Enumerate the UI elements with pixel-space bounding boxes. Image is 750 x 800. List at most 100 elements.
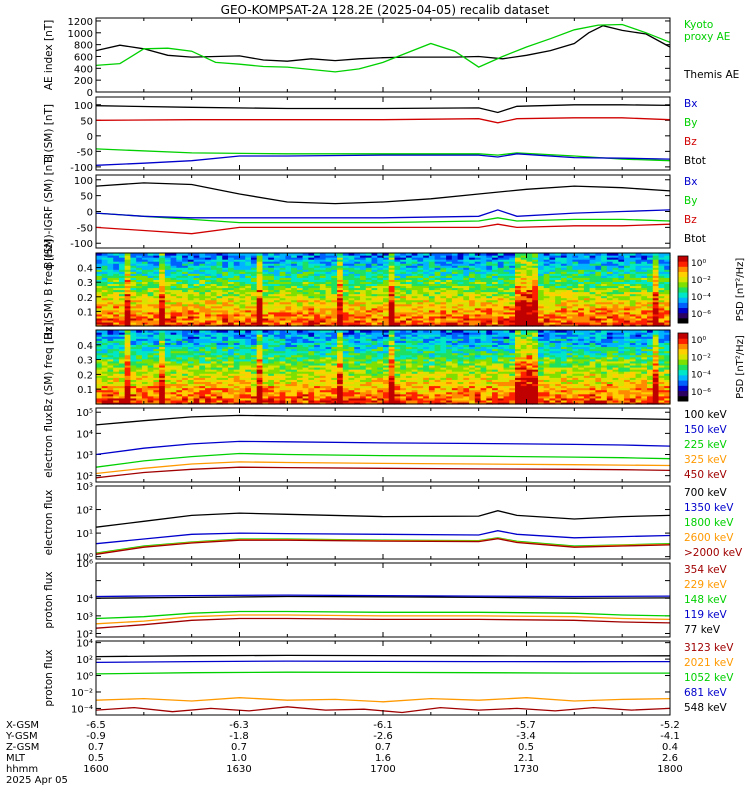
spectrogram-cell: [446, 287, 453, 291]
spectrogram-cell: [612, 289, 619, 293]
spectrogram-cell: [388, 275, 396, 278]
spectrogram-cell: [486, 255, 493, 258]
spectrogram-cell: [216, 389, 223, 393]
spectrogram-cell: [199, 338, 206, 341]
spectrogram-cell: [96, 375, 103, 378]
spectrogram-cell: [457, 281, 464, 285]
spectrogram-cell: [446, 291, 453, 295]
spectrogram-cell: [583, 311, 591, 315]
spectrogram-cell: [210, 313, 218, 317]
spectrogram-cell: [302, 283, 309, 287]
spectrogram-cell: [319, 313, 327, 317]
spectrogram-cell: [348, 303, 355, 307]
spectrogram-cell: [262, 263, 269, 266]
spectrogram-cell: [199, 332, 206, 335]
spectrogram-cell: [176, 334, 183, 337]
spectrogram-cell: [601, 289, 608, 293]
spectrogram-cell: [560, 307, 568, 311]
spectrogram-cell: [296, 275, 304, 278]
spectrogram-cell: [629, 313, 637, 317]
spectrogram-cell: [222, 285, 229, 289]
spectrogram-cell: [153, 336, 160, 339]
spectrogram-cell: [618, 261, 625, 264]
spectrogram-cell: [629, 289, 637, 293]
spectrogram-cell: [365, 285, 373, 289]
spectrogram-cell: [342, 323, 350, 327]
spectrogram-cell: [440, 279, 447, 282]
spectrogram-cell: [331, 255, 338, 258]
spectrogram-cell: [170, 336, 177, 339]
spectrogram-cell: [641, 287, 648, 291]
spectrogram-cell: [652, 289, 660, 293]
spectrogram-cell: [210, 346, 218, 350]
spectrogram-cell: [302, 269, 309, 272]
spectrogram-cell: [159, 346, 166, 350]
spectrogram-cell: [256, 379, 264, 382]
spectrogram-cell: [595, 301, 602, 305]
spectrogram-cell: [239, 263, 246, 266]
series-line: [95, 153, 671, 166]
spectrogram-cell: [130, 369, 137, 372]
spectrogram-cell: [205, 307, 212, 311]
spectrogram-cell: [107, 334, 114, 337]
spectrogram-cell: [428, 285, 436, 289]
spectrogram-cell: [589, 319, 596, 323]
spectrogram-cell: [606, 285, 614, 289]
spectrogram-cell: [486, 297, 493, 301]
spectrogram-cell: [296, 323, 304, 327]
spectrogram-cell: [130, 291, 137, 295]
spectrogram-cell: [285, 301, 292, 305]
spectrogram-cell: [279, 377, 287, 380]
spectrogram-cell: [233, 364, 241, 368]
spectrogram-cell: [170, 271, 177, 274]
spectrogram-cell: [141, 395, 149, 399]
spectrogram-cell: [337, 263, 344, 266]
spectrogram-cell: [130, 385, 137, 389]
spectrogram-cell: [256, 389, 264, 393]
spectrogram-cell: [147, 283, 154, 287]
spectrogram-cell: [193, 273, 200, 276]
spectrogram-cell: [118, 255, 126, 258]
spectrogram-cell: [164, 389, 172, 393]
spectrogram-cell: [624, 263, 631, 266]
spectrogram-cell: [113, 301, 120, 305]
spectrogram-cell: [560, 315, 568, 319]
spectrogram-cell: [250, 395, 258, 399]
spectrogram-cell: [273, 346, 281, 350]
spectrogram-cell: [308, 301, 315, 305]
spectrogram-cell: [199, 375, 206, 378]
spectrogram-cell: [302, 293, 309, 297]
spectrogram-cell: [601, 277, 608, 280]
spectrogram-cell: [256, 259, 264, 262]
spectrogram-cell: [250, 275, 258, 278]
spectrogram-cell: [153, 385, 160, 389]
spectrogram-cell: [124, 299, 132, 303]
spectrogram-cell: [159, 305, 166, 309]
spectrogram-cell: [136, 393, 143, 397]
spectrogram-cell: [543, 307, 551, 311]
spectrogram-cell: [308, 261, 315, 264]
spectrogram-cell: [572, 253, 579, 256]
spectrogram-cell: [147, 348, 154, 352]
spectrogram-cell: [268, 352, 275, 356]
spectrogram-cell: [164, 265, 172, 268]
spectrogram-cell: [118, 305, 126, 309]
spectrogram-cell: [509, 315, 516, 319]
spectrogram-cell: [233, 344, 241, 348]
spectrogram-cell: [601, 263, 608, 266]
spectrogram-cell: [147, 387, 154, 391]
spectrogram-cell: [205, 346, 212, 350]
spectrogram-cell: [440, 259, 447, 262]
spectrogram-cell: [503, 285, 510, 289]
spectrogram-cell: [228, 377, 235, 380]
spectrogram-cell: [159, 303, 166, 307]
spectrogram-cell: [279, 389, 287, 393]
spectrogram-cell: [560, 295, 568, 299]
spectrogram-cell: [159, 379, 166, 382]
spectrogram-cell: [130, 356, 137, 360]
spectrogram-cell: [113, 375, 120, 378]
spectrogram-cell: [325, 297, 332, 301]
spectrogram-cell: [182, 371, 189, 374]
spectrogram-cell: [210, 271, 218, 274]
spectrogram-cell: [250, 334, 258, 337]
